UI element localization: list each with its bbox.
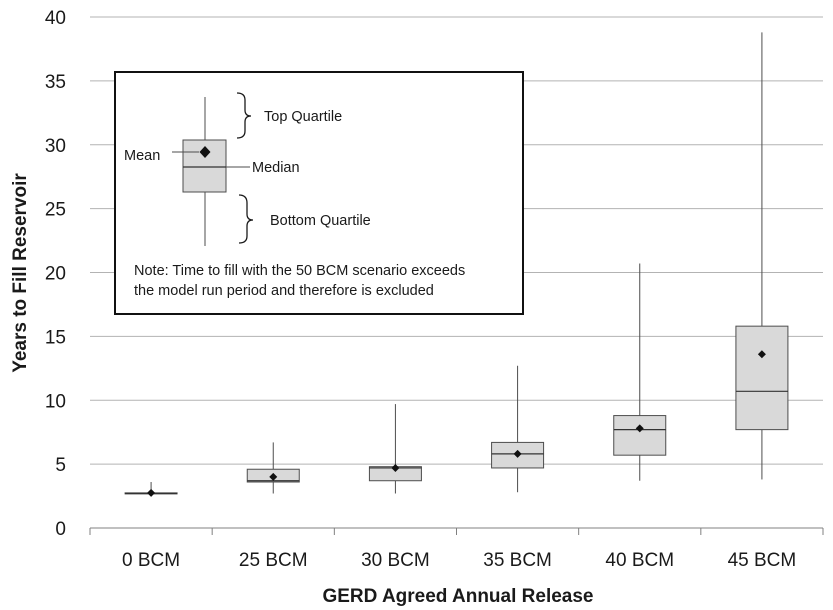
- y-tick-label-10: 10: [45, 391, 66, 412]
- bottom-quartile-brace-icon: [238, 194, 254, 244]
- box-0: [124, 482, 178, 497]
- y-tick-label-40: 40: [45, 8, 66, 29]
- legend-mean-label: Mean: [124, 148, 160, 164]
- y-tick-label-25: 25: [45, 200, 66, 221]
- box-series: [124, 32, 789, 497]
- x-tick-label: 25 BCM: [239, 550, 308, 571]
- mean-marker: [269, 472, 278, 481]
- box-1: [246, 442, 300, 494]
- box-3: [491, 365, 545, 493]
- legend-mean-marker: [199, 146, 211, 158]
- x-tick-label: 45 BCM: [728, 550, 797, 571]
- y-tick-label-35: 35: [45, 72, 66, 93]
- x-tick-label: 40 BCM: [605, 550, 674, 571]
- y-tick-label-20: 20: [45, 264, 66, 285]
- mean-marker: [391, 463, 400, 472]
- y-tick-label-5: 5: [55, 455, 66, 476]
- mean-marker: [147, 488, 156, 497]
- y-tick-labels: 0 5 10 15 20 25 30 35 40: [45, 8, 66, 540]
- mean-marker: [757, 350, 766, 359]
- x-tick-labels: 0 BCM 25 BCM 30 BCM 35 BCM 40 BCM 45 BCM: [89, 528, 824, 571]
- legend-note-line-2: the model run period and therefore is ex…: [134, 283, 434, 299]
- box-4: [613, 263, 667, 481]
- y-tick-label-30: 30: [45, 136, 66, 157]
- legend-top-quartile-label: Top Quartile: [264, 109, 342, 125]
- y-tick-label-15: 15: [45, 327, 66, 348]
- y-axis-title: Years to Fill Reservoir: [10, 173, 31, 373]
- legend-note-line-1: Note: Time to fill with the 50 BCM scena…: [134, 263, 465, 279]
- legend-border: [114, 71, 524, 315]
- iqr-box: [735, 325, 789, 431]
- iqr-box: [613, 415, 667, 456]
- x-tick-label: 35 BCM: [483, 550, 552, 571]
- legend-median-label: Median: [252, 160, 300, 176]
- x-tick-label: 30 BCM: [361, 550, 430, 571]
- mean-marker: [635, 424, 644, 433]
- legend-panel: Mean Median Top Quartile Bottom Quartile…: [114, 71, 524, 315]
- x-axis-title: GERD Agreed Annual Release: [322, 586, 593, 607]
- box-5: [735, 32, 789, 480]
- mean-marker: [513, 449, 522, 458]
- x-tick-label: 0 BCM: [122, 550, 180, 571]
- legend-bottom-quartile-label: Bottom Quartile: [270, 213, 371, 229]
- y-tick-label-0: 0: [55, 519, 66, 540]
- top-quartile-brace-icon: [236, 92, 252, 139]
- box-2: [368, 404, 422, 494]
